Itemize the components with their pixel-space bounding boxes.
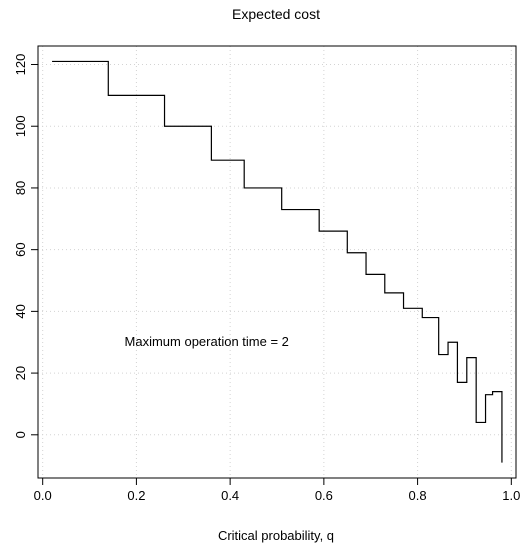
x-tick-label: 0.0 <box>34 488 52 503</box>
y-tick-label: 40 <box>13 304 28 318</box>
y-tick-label: 80 <box>13 181 28 195</box>
y-tick-label: 0 <box>13 431 28 438</box>
series-step-line <box>52 60 503 463</box>
x-tick-label: 0.4 <box>221 488 239 503</box>
x-tick-label: 0.8 <box>409 488 427 503</box>
chart-title: Expected cost <box>232 6 320 22</box>
y-tick-label: 20 <box>13 366 28 380</box>
y-tick-label: 60 <box>13 242 28 256</box>
x-axis-label: Critical probability, q <box>218 528 334 543</box>
x-tick-label: 0.6 <box>315 488 333 503</box>
chart-annotation: Maximum operation time = 2 <box>125 334 289 349</box>
y-tick-label: 120 <box>13 54 28 76</box>
y-tick-label: 100 <box>13 115 28 137</box>
x-tick-label: 1.0 <box>502 488 520 503</box>
grid-layer <box>38 46 516 478</box>
plot-frame <box>37 45 517 479</box>
x-tick-label: 0.2 <box>127 488 145 503</box>
axis-layer: 0.0 0.2 0.4 0.6 0.8 1.0 0 20 40 60 80 100 120 <box>13 54 520 503</box>
